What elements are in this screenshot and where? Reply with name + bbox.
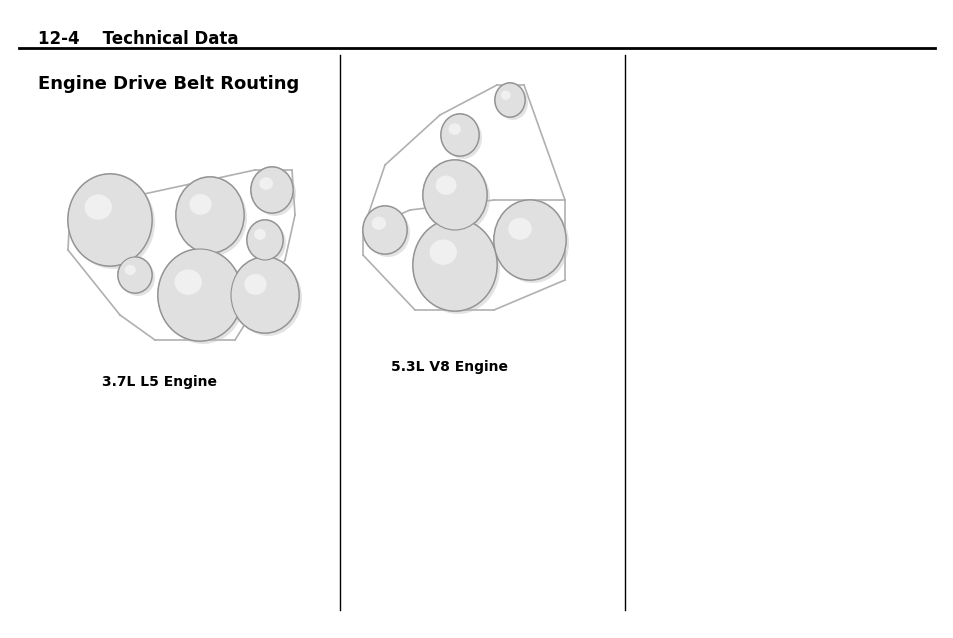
- Text: 5.3L V8 Engine: 5.3L V8 Engine: [391, 360, 508, 374]
- Ellipse shape: [121, 260, 154, 296]
- Ellipse shape: [250, 166, 294, 214]
- Ellipse shape: [246, 219, 284, 261]
- Ellipse shape: [436, 175, 456, 195]
- Ellipse shape: [190, 194, 212, 215]
- Ellipse shape: [412, 218, 497, 312]
- Ellipse shape: [250, 223, 286, 263]
- Ellipse shape: [429, 239, 456, 265]
- Ellipse shape: [497, 203, 568, 283]
- Ellipse shape: [68, 174, 152, 266]
- Ellipse shape: [448, 123, 460, 135]
- Ellipse shape: [372, 217, 386, 230]
- Ellipse shape: [495, 83, 524, 117]
- Ellipse shape: [233, 260, 302, 336]
- Ellipse shape: [439, 113, 479, 157]
- Ellipse shape: [366, 209, 410, 257]
- Text: 12-4    Technical Data: 12-4 Technical Data: [38, 30, 238, 48]
- Ellipse shape: [422, 160, 486, 230]
- Ellipse shape: [426, 163, 490, 233]
- Ellipse shape: [85, 195, 112, 219]
- Ellipse shape: [493, 199, 566, 281]
- Ellipse shape: [251, 167, 293, 213]
- Ellipse shape: [247, 220, 283, 260]
- Ellipse shape: [497, 86, 527, 120]
- Ellipse shape: [421, 159, 488, 231]
- Ellipse shape: [244, 274, 266, 295]
- Ellipse shape: [71, 177, 154, 269]
- Ellipse shape: [231, 257, 298, 333]
- Ellipse shape: [416, 222, 499, 314]
- Ellipse shape: [259, 177, 273, 190]
- Ellipse shape: [253, 229, 266, 240]
- Ellipse shape: [494, 200, 565, 280]
- Ellipse shape: [175, 177, 244, 253]
- Ellipse shape: [179, 180, 247, 256]
- Ellipse shape: [443, 117, 481, 159]
- Ellipse shape: [67, 173, 152, 267]
- Ellipse shape: [174, 176, 245, 254]
- Ellipse shape: [161, 252, 245, 344]
- Ellipse shape: [157, 248, 243, 342]
- Ellipse shape: [118, 257, 152, 293]
- Text: 3.7L L5 Engine: 3.7L L5 Engine: [102, 375, 217, 389]
- Ellipse shape: [440, 114, 478, 156]
- Ellipse shape: [363, 206, 407, 254]
- Ellipse shape: [500, 91, 510, 100]
- Ellipse shape: [413, 219, 497, 311]
- Ellipse shape: [253, 170, 295, 216]
- Ellipse shape: [174, 269, 202, 295]
- Ellipse shape: [508, 218, 531, 240]
- Ellipse shape: [494, 82, 525, 118]
- Text: Engine Drive Belt Routing: Engine Drive Belt Routing: [38, 75, 299, 93]
- Ellipse shape: [361, 205, 408, 255]
- Ellipse shape: [125, 265, 135, 275]
- Ellipse shape: [158, 249, 242, 341]
- Ellipse shape: [230, 256, 299, 334]
- Ellipse shape: [117, 256, 152, 294]
